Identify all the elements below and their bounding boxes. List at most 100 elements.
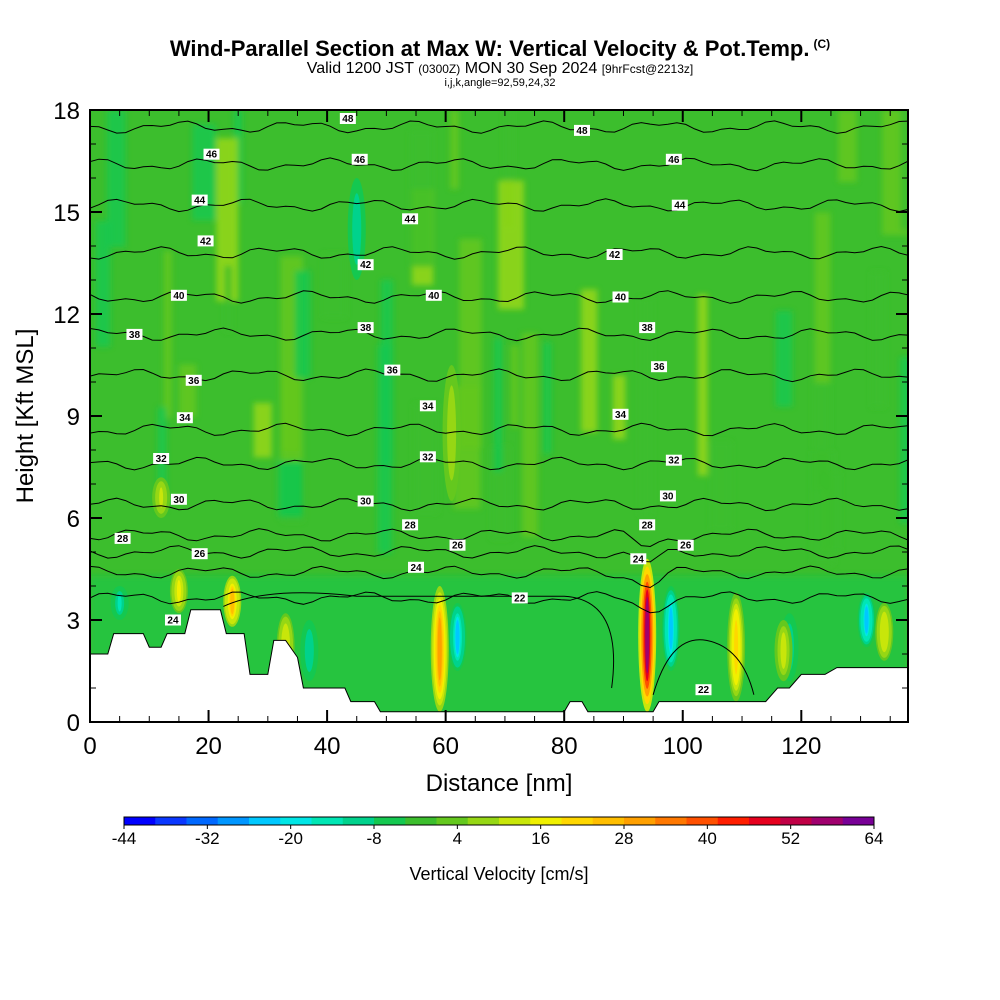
contour-label-box bbox=[677, 539, 694, 551]
updraft-cell bbox=[159, 487, 164, 508]
field-patch bbox=[710, 441, 732, 531]
contour-label-text: 28 bbox=[117, 534, 129, 545]
contour-label: 26 bbox=[449, 539, 466, 552]
theta-contour-22-low bbox=[223, 592, 615, 689]
contour-label-box bbox=[665, 153, 682, 165]
colorbar-segment bbox=[374, 817, 406, 825]
contour-label: 22 bbox=[695, 684, 712, 696]
contour-label-box bbox=[612, 291, 629, 303]
contour-label: 34 bbox=[419, 400, 436, 412]
contour-label-text: 48 bbox=[576, 126, 588, 137]
contour-label-text: 26 bbox=[194, 549, 206, 560]
subtitle-valid: Valid 1200 JST bbox=[306, 60, 414, 77]
colorbar-segment bbox=[155, 817, 187, 825]
contour-label-box bbox=[573, 124, 590, 136]
colorbar-tick-label: 40 bbox=[698, 829, 717, 848]
contour-label: 32 bbox=[419, 451, 436, 463]
contour-label-text: 38 bbox=[129, 330, 141, 341]
contour-label: 28 bbox=[402, 519, 419, 531]
y-axis-label: Height [Kft MSL] bbox=[12, 329, 39, 504]
contour-label: 36 bbox=[185, 374, 202, 387]
theta-contour-24 bbox=[90, 565, 908, 589]
field-patch bbox=[581, 289, 598, 433]
theta-contour-40 bbox=[90, 290, 908, 304]
x-tick-label: 120 bbox=[781, 733, 821, 760]
contour-label-box bbox=[612, 408, 629, 420]
contour-label-text: 40 bbox=[615, 293, 627, 304]
contour-label-box bbox=[402, 519, 419, 531]
contour-label: 36 bbox=[651, 361, 668, 373]
x-tick-label: 20 bbox=[195, 733, 222, 760]
contour-label-text: 40 bbox=[173, 291, 185, 302]
colorbar-tick-label: -20 bbox=[278, 829, 303, 848]
contour-label-text: 32 bbox=[422, 452, 434, 463]
colorbar-segment bbox=[811, 817, 844, 825]
contour-label: 46 bbox=[351, 153, 368, 166]
colorbar-tick-label: -8 bbox=[366, 829, 381, 848]
colorbar-segment bbox=[186, 817, 219, 825]
contour-label-text: 36 bbox=[387, 366, 399, 377]
x-tick-label: 60 bbox=[432, 733, 459, 760]
contour-label-box bbox=[419, 451, 436, 463]
contour-label: 22 bbox=[511, 592, 528, 604]
contour-label-text: 30 bbox=[360, 497, 372, 508]
colorbar-segment bbox=[436, 817, 469, 825]
contour-label-box bbox=[511, 592, 528, 604]
contour-label: 32 bbox=[665, 454, 682, 467]
contour-label: 40 bbox=[425, 289, 442, 302]
contour-label-text: 42 bbox=[200, 236, 212, 247]
updraft-cell bbox=[449, 399, 454, 467]
field-patch bbox=[216, 138, 239, 302]
contour-label-box bbox=[339, 113, 356, 124]
colorbar: -44 -32 -20 -8 4 16 28 40 52 64 bbox=[112, 816, 883, 848]
colorbar-frame bbox=[123, 816, 875, 826]
contour-label-box bbox=[449, 539, 466, 551]
contour-label-text: 26 bbox=[452, 541, 464, 552]
theta-contour-28 bbox=[90, 528, 908, 548]
x-tick-label: 0 bbox=[83, 733, 96, 760]
chart-title: Wind-Parallel Section at Max W: Vertical… bbox=[0, 36, 1000, 62]
theta-contours bbox=[90, 120, 908, 695]
contour-label: 48 bbox=[339, 113, 356, 125]
contour-label-text: 36 bbox=[653, 362, 665, 373]
updraft-cell bbox=[645, 597, 650, 674]
x-axis-label: Distance [nm] bbox=[426, 770, 573, 797]
downdraft-cell bbox=[668, 607, 673, 650]
velocity-field bbox=[90, 110, 908, 722]
contour-label: 34 bbox=[612, 408, 629, 421]
contour-label-text: 44 bbox=[194, 196, 206, 207]
theta-contour-36 bbox=[90, 368, 908, 383]
contour-label-box bbox=[185, 374, 202, 386]
colorbar-tick-label: 4 bbox=[453, 829, 462, 848]
terrain-mask bbox=[90, 609, 908, 722]
y-tick-label: 12 bbox=[53, 302, 80, 329]
contour-label: 46 bbox=[665, 153, 682, 166]
contour-label-text: 40 bbox=[428, 291, 440, 302]
colorbar-segment bbox=[780, 817, 812, 825]
field-patch bbox=[494, 337, 503, 472]
contour-label-text: 28 bbox=[642, 520, 654, 531]
theta-contour-42 bbox=[90, 245, 908, 260]
x-tick-label: 40 bbox=[314, 733, 341, 760]
contour-label: 42 bbox=[357, 259, 374, 271]
field-patch bbox=[504, 110, 513, 228]
field-patch bbox=[163, 251, 172, 418]
contour-label-text: 30 bbox=[173, 495, 185, 506]
colorbar-segment bbox=[686, 817, 719, 825]
field-patch bbox=[450, 110, 459, 190]
theta-contour-22 bbox=[90, 591, 908, 614]
colorbar-tick-label: -44 bbox=[112, 829, 137, 848]
contour-label: 44 bbox=[191, 194, 208, 207]
colorbar-segment bbox=[624, 817, 656, 825]
field-patch bbox=[814, 212, 831, 383]
contour-label-box bbox=[659, 490, 676, 502]
contour-label-text: 24 bbox=[410, 563, 422, 574]
colorbar-segment bbox=[467, 817, 500, 825]
contour-label-box bbox=[402, 213, 419, 225]
contour-label-text: 24 bbox=[167, 616, 179, 627]
updraft-cell bbox=[882, 617, 887, 647]
contour-label: 30 bbox=[659, 490, 676, 502]
contour-label-text: 26 bbox=[680, 541, 692, 552]
contour-label-box bbox=[197, 235, 214, 247]
contour-label-text: 48 bbox=[342, 114, 354, 125]
